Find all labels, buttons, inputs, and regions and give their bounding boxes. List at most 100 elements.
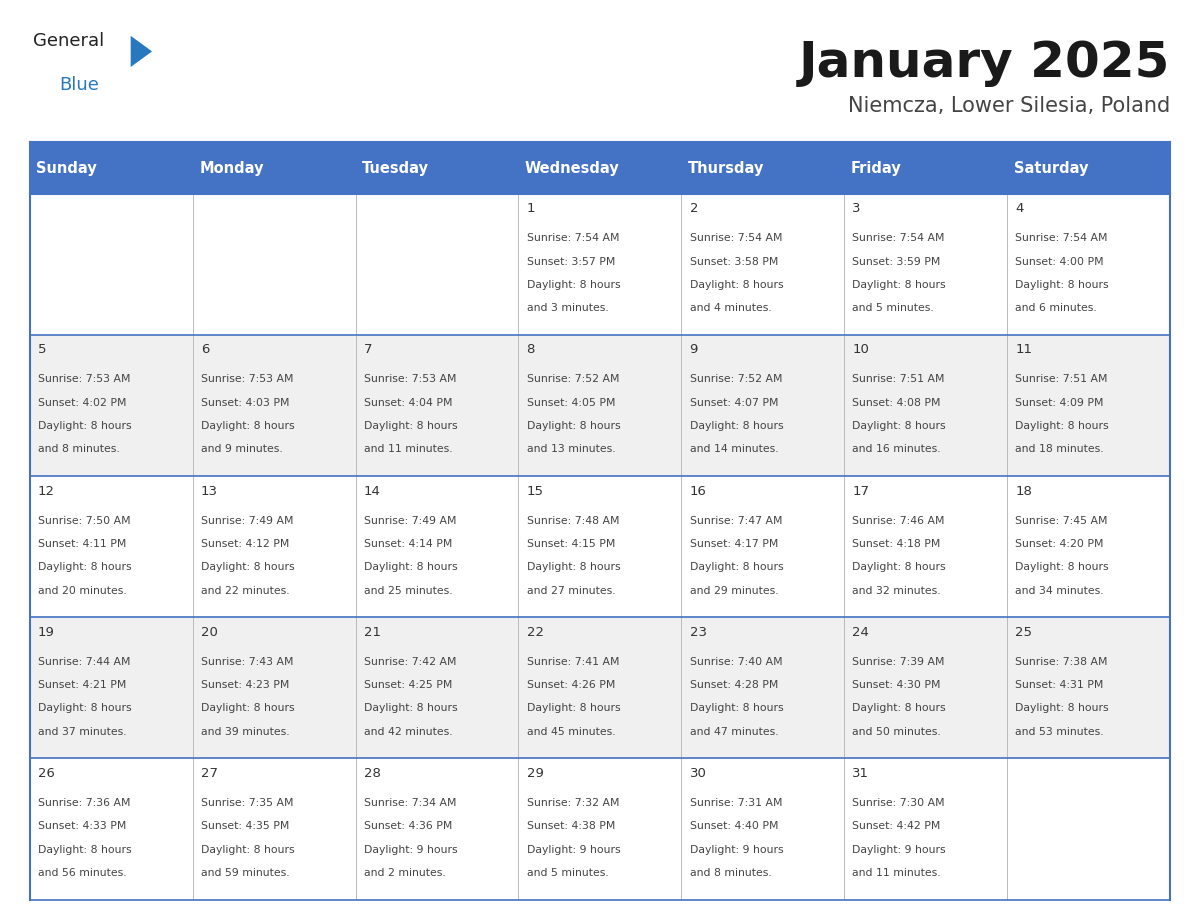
Text: 11: 11 bbox=[1016, 343, 1032, 356]
Text: Sunrise: 7:32 AM: Sunrise: 7:32 AM bbox=[526, 798, 619, 808]
Text: and 37 minutes.: and 37 minutes. bbox=[38, 727, 126, 737]
Text: Sunset: 4:14 PM: Sunset: 4:14 PM bbox=[364, 539, 453, 549]
Text: Sunset: 4:30 PM: Sunset: 4:30 PM bbox=[853, 680, 941, 690]
Text: 10: 10 bbox=[853, 343, 870, 356]
Text: and 20 minutes.: and 20 minutes. bbox=[38, 586, 127, 596]
Text: Daylight: 8 hours: Daylight: 8 hours bbox=[201, 845, 295, 855]
Text: Sunrise: 7:54 AM: Sunrise: 7:54 AM bbox=[853, 233, 944, 243]
Text: Daylight: 8 hours: Daylight: 8 hours bbox=[364, 421, 457, 431]
Text: Sunset: 4:02 PM: Sunset: 4:02 PM bbox=[38, 397, 126, 408]
Text: and 56 minutes.: and 56 minutes. bbox=[38, 868, 126, 878]
Text: 13: 13 bbox=[201, 485, 217, 498]
Text: Sunrise: 7:52 AM: Sunrise: 7:52 AM bbox=[689, 375, 782, 385]
Text: Sunrise: 7:42 AM: Sunrise: 7:42 AM bbox=[364, 656, 456, 666]
Bar bbox=[682, 142, 845, 194]
Text: Sunset: 3:57 PM: Sunset: 3:57 PM bbox=[526, 257, 615, 266]
Text: Sunrise: 7:34 AM: Sunrise: 7:34 AM bbox=[364, 798, 456, 808]
Text: 12: 12 bbox=[38, 485, 55, 498]
Text: 3: 3 bbox=[853, 202, 861, 215]
Text: Sunrise: 7:46 AM: Sunrise: 7:46 AM bbox=[853, 516, 944, 526]
Text: 9: 9 bbox=[689, 343, 697, 356]
Text: Sunset: 4:21 PM: Sunset: 4:21 PM bbox=[38, 680, 126, 690]
Text: 27: 27 bbox=[201, 767, 217, 780]
Text: Daylight: 9 hours: Daylight: 9 hours bbox=[853, 845, 946, 855]
Text: 7: 7 bbox=[364, 343, 372, 356]
Text: and 4 minutes.: and 4 minutes. bbox=[689, 303, 771, 313]
Text: Sunset: 4:03 PM: Sunset: 4:03 PM bbox=[201, 397, 289, 408]
Text: 17: 17 bbox=[853, 485, 870, 498]
Text: and 8 minutes.: and 8 minutes. bbox=[689, 868, 771, 878]
Text: Daylight: 8 hours: Daylight: 8 hours bbox=[38, 562, 132, 572]
Text: Daylight: 8 hours: Daylight: 8 hours bbox=[689, 280, 783, 290]
Text: Sunrise: 7:52 AM: Sunrise: 7:52 AM bbox=[526, 375, 619, 385]
Text: Daylight: 8 hours: Daylight: 8 hours bbox=[201, 562, 295, 572]
Text: Daylight: 8 hours: Daylight: 8 hours bbox=[526, 703, 620, 713]
Text: Sunrise: 7:54 AM: Sunrise: 7:54 AM bbox=[526, 233, 619, 243]
Bar bbox=[30, 758, 1170, 900]
Text: Sunset: 3:59 PM: Sunset: 3:59 PM bbox=[853, 257, 941, 266]
Text: Sunrise: 7:53 AM: Sunrise: 7:53 AM bbox=[201, 375, 293, 385]
Text: and 11 minutes.: and 11 minutes. bbox=[853, 868, 941, 878]
Text: Daylight: 8 hours: Daylight: 8 hours bbox=[201, 703, 295, 713]
Text: Sunset: 4:09 PM: Sunset: 4:09 PM bbox=[1016, 397, 1104, 408]
Text: 20: 20 bbox=[201, 626, 217, 639]
Text: Sunrise: 7:44 AM: Sunrise: 7:44 AM bbox=[38, 656, 131, 666]
Text: Sunrise: 7:51 AM: Sunrise: 7:51 AM bbox=[853, 375, 944, 385]
Text: Saturday: Saturday bbox=[1013, 161, 1088, 175]
Text: and 8 minutes.: and 8 minutes. bbox=[38, 444, 120, 454]
Text: Sunrise: 7:39 AM: Sunrise: 7:39 AM bbox=[853, 656, 944, 666]
Text: Daylight: 9 hours: Daylight: 9 hours bbox=[689, 845, 783, 855]
Bar bbox=[30, 194, 1170, 335]
Text: Daylight: 8 hours: Daylight: 8 hours bbox=[1016, 280, 1110, 290]
Text: Daylight: 8 hours: Daylight: 8 hours bbox=[1016, 421, 1110, 431]
Text: and 18 minutes.: and 18 minutes. bbox=[1016, 444, 1104, 454]
Text: Sunset: 4:38 PM: Sunset: 4:38 PM bbox=[526, 822, 615, 832]
Text: Tuesday: Tuesday bbox=[362, 161, 429, 175]
Text: 15: 15 bbox=[526, 485, 544, 498]
Text: 1: 1 bbox=[526, 202, 535, 215]
Text: Sunset: 4:26 PM: Sunset: 4:26 PM bbox=[526, 680, 615, 690]
Text: Daylight: 8 hours: Daylight: 8 hours bbox=[689, 703, 783, 713]
Text: Sunrise: 7:35 AM: Sunrise: 7:35 AM bbox=[201, 798, 293, 808]
Text: and 5 minutes.: and 5 minutes. bbox=[526, 868, 608, 878]
Text: and 3 minutes.: and 3 minutes. bbox=[526, 303, 608, 313]
Text: 19: 19 bbox=[38, 626, 55, 639]
Text: Sunset: 4:08 PM: Sunset: 4:08 PM bbox=[853, 397, 941, 408]
Text: Monday: Monday bbox=[200, 161, 264, 175]
Text: Daylight: 9 hours: Daylight: 9 hours bbox=[526, 845, 620, 855]
Text: Sunset: 4:42 PM: Sunset: 4:42 PM bbox=[853, 822, 941, 832]
Text: 6: 6 bbox=[201, 343, 209, 356]
Text: Sunrise: 7:49 AM: Sunrise: 7:49 AM bbox=[201, 516, 293, 526]
Text: 23: 23 bbox=[689, 626, 707, 639]
Text: and 6 minutes.: and 6 minutes. bbox=[1016, 303, 1098, 313]
Text: Daylight: 8 hours: Daylight: 8 hours bbox=[689, 562, 783, 572]
Text: 26: 26 bbox=[38, 767, 55, 780]
Text: Sunrise: 7:40 AM: Sunrise: 7:40 AM bbox=[689, 656, 782, 666]
Text: Daylight: 8 hours: Daylight: 8 hours bbox=[38, 845, 132, 855]
Text: and 45 minutes.: and 45 minutes. bbox=[526, 727, 615, 737]
Text: 30: 30 bbox=[689, 767, 707, 780]
Bar bbox=[1007, 142, 1170, 194]
Text: Sunset: 4:18 PM: Sunset: 4:18 PM bbox=[853, 539, 941, 549]
Text: and 42 minutes.: and 42 minutes. bbox=[364, 727, 453, 737]
Text: and 13 minutes.: and 13 minutes. bbox=[526, 444, 615, 454]
Text: 24: 24 bbox=[853, 626, 870, 639]
Text: 28: 28 bbox=[364, 767, 380, 780]
Text: Sunset: 4:12 PM: Sunset: 4:12 PM bbox=[201, 539, 289, 549]
Text: Sunrise: 7:54 AM: Sunrise: 7:54 AM bbox=[1016, 233, 1108, 243]
Text: Daylight: 8 hours: Daylight: 8 hours bbox=[38, 703, 132, 713]
Text: and 22 minutes.: and 22 minutes. bbox=[201, 586, 290, 596]
Text: Sunset: 4:04 PM: Sunset: 4:04 PM bbox=[364, 397, 453, 408]
Text: Sunrise: 7:45 AM: Sunrise: 7:45 AM bbox=[1016, 516, 1108, 526]
Bar bbox=[192, 142, 355, 194]
Text: and 29 minutes.: and 29 minutes. bbox=[689, 586, 778, 596]
Text: and 50 minutes.: and 50 minutes. bbox=[853, 727, 941, 737]
Text: Daylight: 8 hours: Daylight: 8 hours bbox=[853, 562, 946, 572]
Text: Thursday: Thursday bbox=[688, 161, 764, 175]
Text: Sunset: 4:15 PM: Sunset: 4:15 PM bbox=[526, 539, 615, 549]
Text: Daylight: 8 hours: Daylight: 8 hours bbox=[853, 421, 946, 431]
Text: Sunset: 4:05 PM: Sunset: 4:05 PM bbox=[526, 397, 615, 408]
Text: 8: 8 bbox=[526, 343, 535, 356]
Text: Sunset: 4:20 PM: Sunset: 4:20 PM bbox=[1016, 539, 1104, 549]
Text: 2: 2 bbox=[689, 202, 699, 215]
